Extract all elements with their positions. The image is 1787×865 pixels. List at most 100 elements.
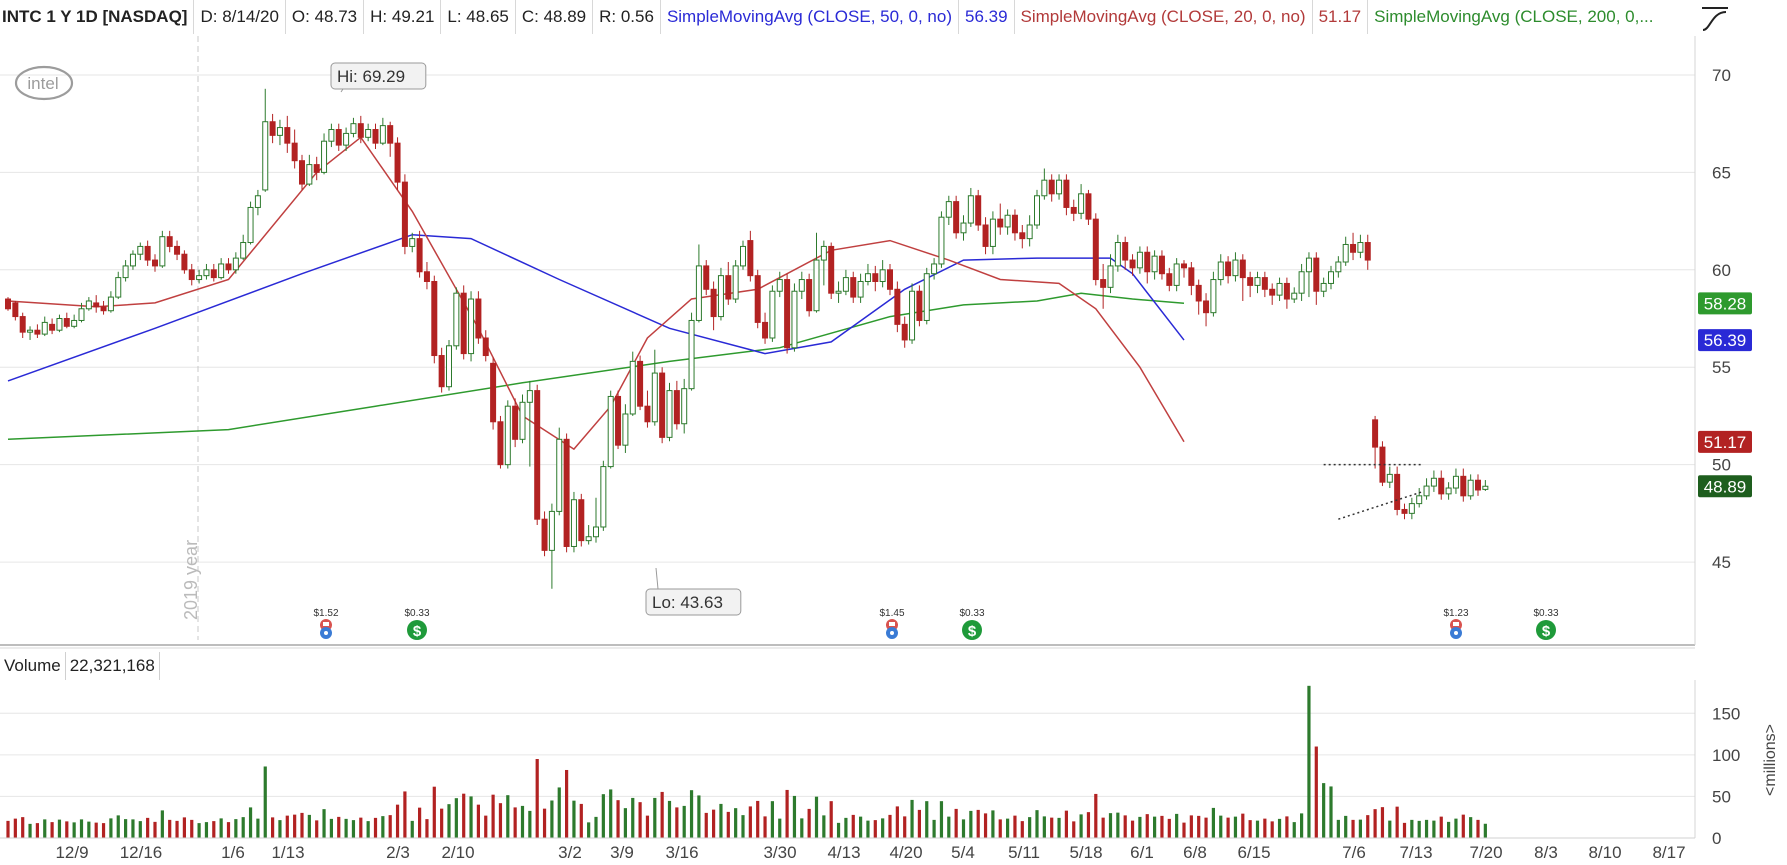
candle[interactable] xyxy=(468,291,475,362)
candle[interactable] xyxy=(872,265,879,292)
candle[interactable] xyxy=(1173,258,1180,292)
candle[interactable] xyxy=(953,195,960,239)
candle[interactable] xyxy=(166,230,173,253)
candle[interactable] xyxy=(1239,254,1246,301)
candle[interactable] xyxy=(262,88,269,192)
candle[interactable] xyxy=(1305,252,1312,298)
candle[interactable] xyxy=(49,318,56,335)
candle[interactable] xyxy=(1350,232,1357,261)
candle[interactable] xyxy=(269,113,276,144)
candle[interactable] xyxy=(409,232,416,253)
candle[interactable] xyxy=(651,349,658,426)
candle[interactable] xyxy=(394,137,401,190)
candle[interactable] xyxy=(864,263,871,286)
earnings-event-marker[interactable]: $1.23 xyxy=(1443,608,1469,639)
candle[interactable] xyxy=(1011,209,1018,241)
candle[interactable] xyxy=(225,258,232,274)
candle[interactable] xyxy=(1085,189,1092,225)
candle[interactable] xyxy=(453,287,460,350)
candle[interactable] xyxy=(482,330,489,362)
candle[interactable] xyxy=(1195,279,1202,315)
candle[interactable] xyxy=(107,291,114,313)
candle[interactable] xyxy=(1445,482,1452,500)
candle[interactable] xyxy=(1452,468,1459,494)
candle[interactable] xyxy=(1386,466,1393,489)
candle[interactable] xyxy=(828,242,835,300)
candle[interactable] xyxy=(497,415,504,469)
candle[interactable] xyxy=(1320,277,1327,298)
candle[interactable] xyxy=(857,273,864,303)
candle[interactable] xyxy=(218,258,225,280)
candle[interactable] xyxy=(622,404,629,453)
candle[interactable] xyxy=(1364,234,1371,270)
candle[interactable] xyxy=(284,115,291,153)
candle[interactable] xyxy=(975,189,982,231)
candle[interactable] xyxy=(122,260,129,282)
candle[interactable] xyxy=(916,285,923,327)
candle[interactable] xyxy=(1416,488,1423,508)
candle[interactable] xyxy=(813,232,820,313)
candle[interactable] xyxy=(1342,236,1349,266)
candle[interactable] xyxy=(578,493,585,547)
candle[interactable] xyxy=(798,271,805,300)
dividend-event-marker[interactable]: $0.33 $ xyxy=(959,608,985,640)
candle[interactable] xyxy=(41,316,48,337)
candle[interactable] xyxy=(967,187,974,227)
candle[interactable] xyxy=(306,154,313,187)
candle[interactable] xyxy=(1408,497,1415,520)
candle[interactable] xyxy=(740,240,746,270)
candle[interactable] xyxy=(820,240,827,286)
candle[interactable] xyxy=(144,240,151,266)
candle[interactable] xyxy=(1048,174,1055,202)
candle[interactable] xyxy=(232,252,239,274)
earnings-event-marker[interactable]: $1.45 xyxy=(879,608,905,639)
candle[interactable] xyxy=(644,390,651,428)
candle[interactable] xyxy=(1203,293,1210,327)
candle[interactable] xyxy=(593,497,599,543)
candle[interactable] xyxy=(188,263,195,286)
candle[interactable] xyxy=(791,283,798,352)
candle[interactable] xyxy=(982,217,989,255)
candle[interactable] xyxy=(1151,250,1158,280)
candle[interactable] xyxy=(548,503,555,589)
candle[interactable] xyxy=(1188,262,1195,296)
candle[interactable] xyxy=(1335,256,1342,278)
candle[interactable] xyxy=(732,260,739,303)
candle[interactable] xyxy=(1181,260,1187,278)
candle[interactable] xyxy=(1401,503,1408,520)
candle[interactable] xyxy=(1357,234,1364,259)
candle[interactable] xyxy=(379,117,386,146)
earnings-event-marker[interactable]: $1.52 xyxy=(313,608,339,639)
candle[interactable] xyxy=(637,355,644,411)
candle[interactable] xyxy=(989,211,996,255)
candle[interactable] xyxy=(1041,168,1048,200)
candle[interactable] xyxy=(240,234,247,261)
candle[interactable] xyxy=(717,267,724,321)
candle[interactable] xyxy=(1467,474,1474,500)
candle[interactable] xyxy=(357,115,364,144)
candle[interactable] xyxy=(27,326,34,340)
candle[interactable] xyxy=(1122,236,1129,270)
candle[interactable] xyxy=(1247,271,1254,298)
candle[interactable] xyxy=(137,242,144,261)
candle[interactable] xyxy=(997,203,1004,235)
candle[interactable] xyxy=(1004,209,1011,235)
candle[interactable] xyxy=(1269,283,1276,305)
candle[interactable] xyxy=(526,380,533,467)
candle[interactable] xyxy=(1254,271,1261,294)
candle[interactable] xyxy=(615,390,622,450)
candle[interactable] xyxy=(203,263,210,280)
candle[interactable] xyxy=(93,295,100,313)
candle[interactable] xyxy=(909,283,916,344)
candle[interactable] xyxy=(152,254,158,272)
candle[interactable] xyxy=(1026,215,1033,247)
candle[interactable] xyxy=(806,273,813,317)
candle[interactable] xyxy=(247,201,254,245)
candle[interactable] xyxy=(747,230,754,282)
candle[interactable] xyxy=(19,312,26,338)
candle[interactable] xyxy=(12,300,19,321)
candle[interactable] xyxy=(1166,267,1173,292)
candle[interactable] xyxy=(1430,470,1437,492)
candle[interactable] xyxy=(423,262,430,290)
candle[interactable] xyxy=(1423,478,1430,500)
